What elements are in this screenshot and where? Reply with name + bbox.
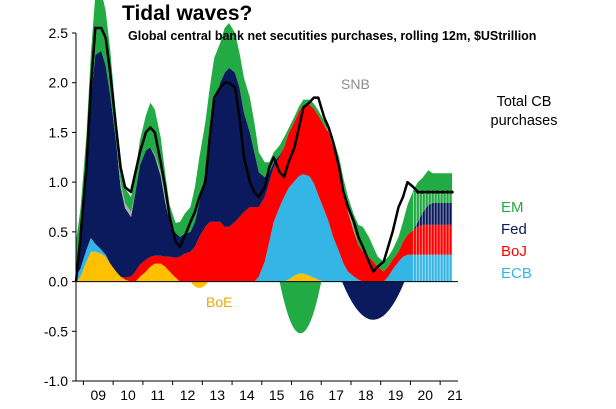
total-cb-dot: [445, 190, 450, 194]
total-cb-label: Total CB purchases: [474, 93, 574, 131]
total-cb-dot: [426, 190, 430, 194]
y-tick-label: 2.0: [49, 75, 69, 91]
x-tick-label: 13: [209, 387, 225, 403]
x-tick-label: 12: [180, 387, 196, 403]
total-cb-dot: [435, 190, 439, 194]
total-cb-label-line-1: Total CB: [496, 94, 552, 110]
chart-subtitle: Global central bank net secutities purch…: [128, 29, 537, 43]
total-cb-line: [74, 26, 453, 282]
x-tick-label: 14: [239, 387, 255, 403]
x-tick-label: 09: [91, 387, 107, 403]
area-boj: [76, 104, 453, 282]
chart-title: Tidal waves?: [122, 2, 253, 25]
x-tick-label: 11: [150, 387, 165, 403]
total-cb-dot: [416, 190, 420, 194]
y-tick-label: 0.0: [49, 274, 69, 290]
y-tick-label: -0.5: [44, 323, 68, 339]
legend-ecb: ECB: [501, 265, 532, 282]
x-tick-label: 17: [328, 387, 344, 403]
area-ecb: [76, 174, 453, 282]
area-negative-fed-0: [342, 281, 405, 320]
area-boe: [76, 251, 453, 282]
area-em: [76, 0, 453, 277]
total-cb-label-line-2: purchases: [490, 113, 558, 129]
legend-em: EM: [501, 199, 524, 216]
total-cb-dot: [450, 190, 454, 194]
y-tick-label: 1.5: [49, 124, 69, 140]
x-tick-label: 18: [358, 387, 374, 403]
total-cb-dot: [420, 190, 424, 194]
x-tick-label: 19: [388, 387, 404, 403]
x-tick-label: 15: [269, 387, 285, 403]
boe-annotation: BoE: [206, 294, 233, 310]
x-tick-label: 10: [120, 387, 136, 403]
area-negative-em-0: [279, 281, 322, 334]
y-tick-label: -1.0: [44, 373, 68, 389]
area-negative-boe-0: [190, 281, 209, 288]
legend-fed: Fed: [501, 221, 527, 238]
total-cb-dot: [441, 190, 445, 194]
y-tick-label: 0.5: [49, 224, 69, 240]
x-tick-label: 21: [447, 387, 463, 403]
total-cb-dot: [431, 190, 435, 194]
y-tick-label: 2.5: [49, 25, 69, 41]
area-fed: [76, 50, 453, 278]
y-tick-label: 1.0: [49, 174, 69, 190]
x-tick-label: 16: [299, 387, 315, 403]
legend-boj: BoJ: [501, 243, 527, 260]
snb-annotation: SNB: [341, 76, 370, 92]
x-tick-label: 20: [418, 387, 434, 403]
